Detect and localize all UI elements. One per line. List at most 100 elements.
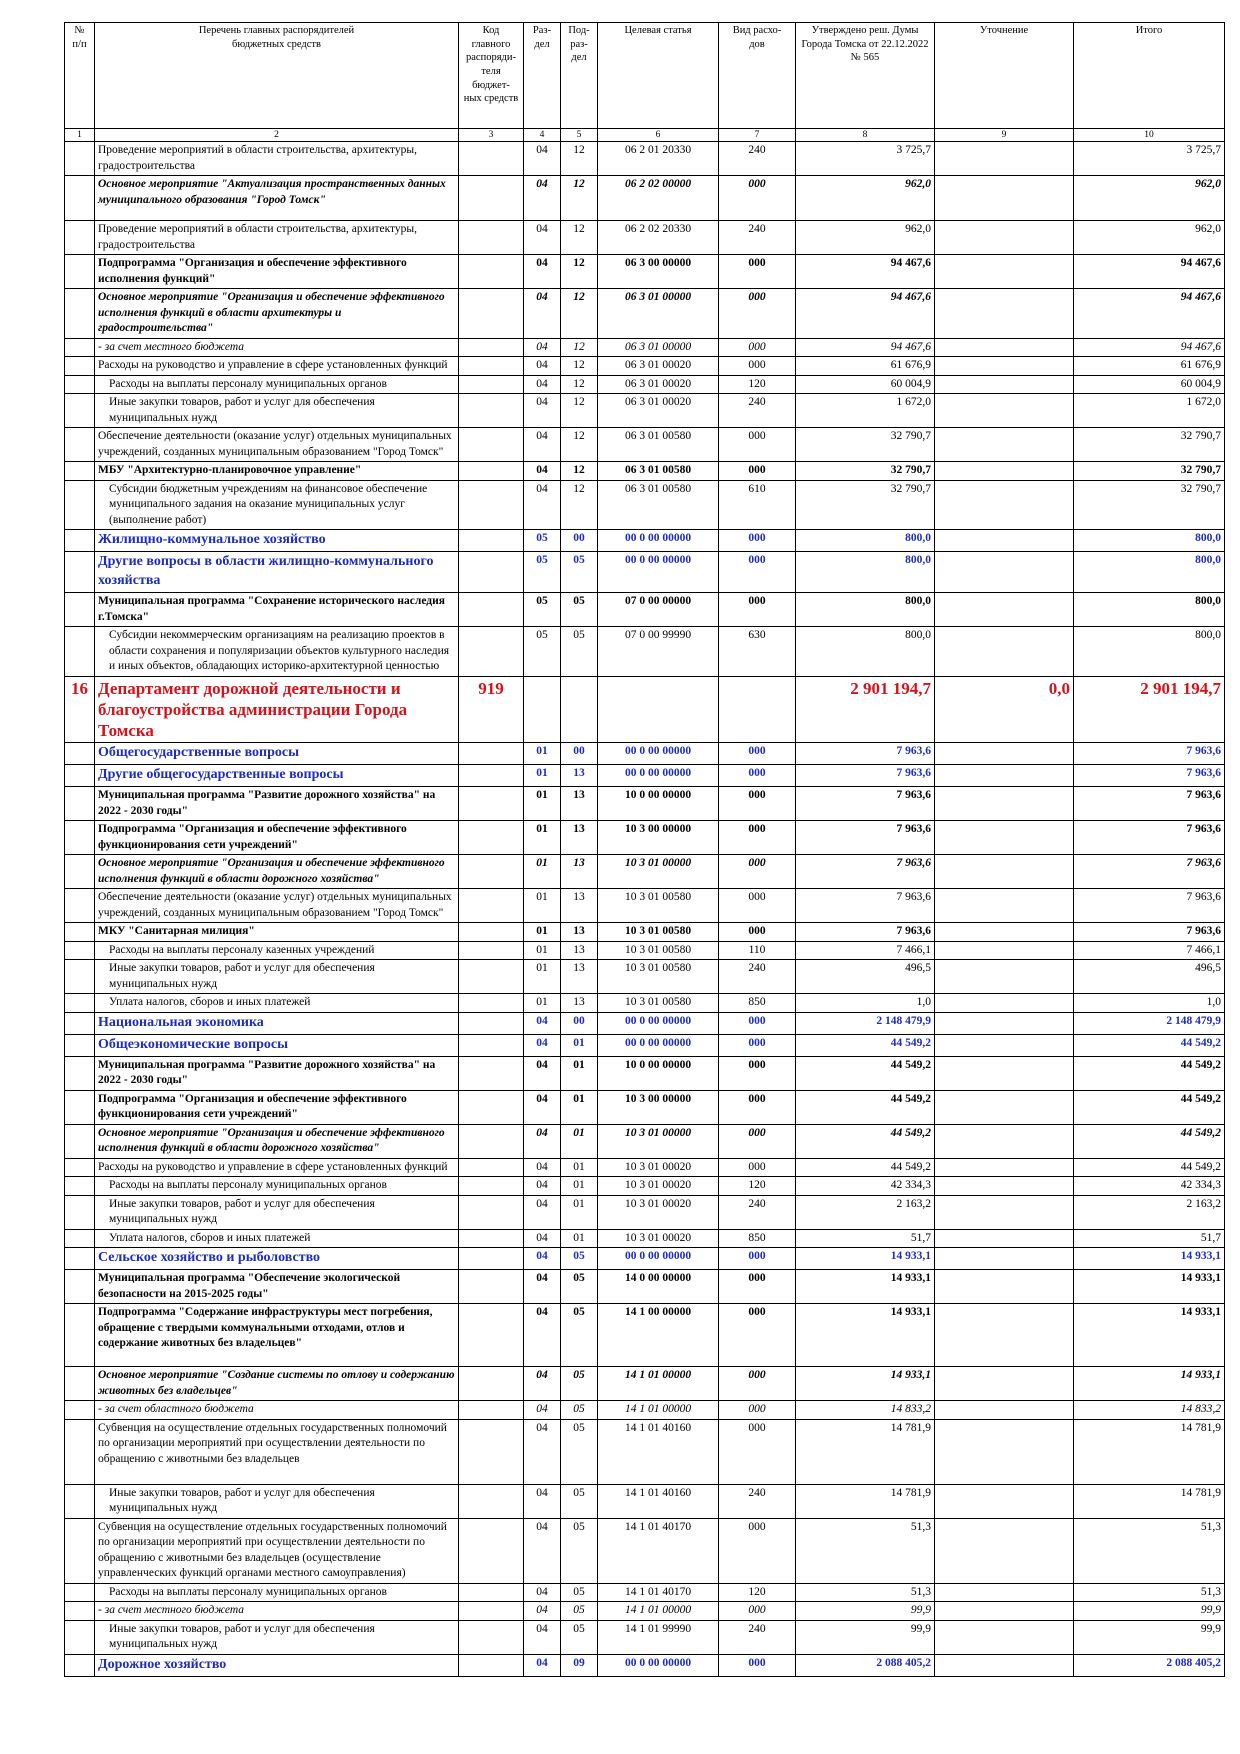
razdel-cell: 04 [523,254,561,290]
header-clarification: Уточнение [934,22,1074,129]
expense-type-cell: 000 [718,1157,796,1178]
table-row: Основное мероприятие "Организация и обес… [64,288,1225,339]
table-row: Муниципальная программа "Развитие дорожн… [64,1055,1225,1091]
row-name: Уплата налогов, сборов и иных платежей [94,993,459,1013]
target-article-cell: 00 0 00 00000 [597,764,719,788]
row-name: Основное мероприятие "Создание системы п… [94,1366,459,1402]
main-manager-code: 919 [458,675,524,744]
podrazdel-cell: 01 [560,1176,598,1196]
approved-amount: 7 466,1 [795,940,935,961]
table-row: Сельское хозяйство и рыболовство 04 05 00 0… [64,1247,1225,1271]
table-row: Субвенция на осуществление отдельных гос… [64,1418,1225,1485]
podrazdel-cell: 12 [560,356,598,376]
table-row: Иные закупки товаров, работ и услуг для … [64,393,1225,429]
clarification-amount [934,140,1074,177]
row-number [64,1033,95,1057]
podrazdel-cell: 12 [560,374,598,395]
target-article-cell: 10 3 01 00020 [597,1228,719,1249]
row-number [64,1055,95,1091]
razdel-cell: 01 [523,993,561,1013]
expense-type-cell: 000 [718,1400,796,1420]
podrazdel-cell: 05 [560,591,598,628]
row-name: Дорожное хозяйство [94,1653,459,1677]
table-row: Расходы на выплаты персоналу муниципальн… [64,1582,1225,1603]
approved-amount: 7 963,6 [795,888,935,924]
expense-type-cell: 630 [718,626,796,677]
main-manager-code [458,356,524,376]
razdel-cell: 04 [523,1269,561,1305]
approved-amount: 7 963,6 [795,922,935,942]
total-amount: 94 467,6 [1073,288,1225,339]
table-row: МКУ "Санитарная милиция" 01 13 10 3 01 0058… [64,922,1225,942]
main-manager-code [458,1157,524,1178]
target-article-cell: 14 1 01 00000 [597,1400,719,1420]
expense-type-cell: 000 [718,1033,796,1057]
target-article-cell: 00 0 00 00000 [597,1247,719,1271]
expense-type-cell: 000 [718,1055,796,1091]
podrazdel-cell: 13 [560,764,598,788]
row-number [64,1176,95,1196]
table-row: 16 Департамент дорожной деятельности и бл… [64,675,1225,744]
row-number [64,1303,95,1368]
target-article-cell: 10 3 00 00000 [597,1089,719,1125]
header-vid: Вид расхо- дов [718,22,796,129]
row-name: - за счет местного бюджета [94,337,459,358]
target-article-cell: 00 0 00 00000 [597,1033,719,1057]
podrazdel-cell: 05 [560,551,598,593]
row-name: Жилищно-коммунальное хозяйство [94,529,459,553]
razdel-cell: 04 [523,461,561,481]
expense-type-cell: 000 [718,591,796,628]
row-number [64,288,95,339]
total-amount: 44 549,2 [1073,1157,1225,1178]
razdel-cell: 01 [523,786,561,822]
column-number: 4 [523,128,561,142]
razdel-cell: 04 [523,140,561,177]
total-amount: 7 963,6 [1073,742,1225,766]
total-amount: 7 963,6 [1073,764,1225,788]
row-name: - за счет местного бюджета [94,1601,459,1621]
header-code: Код главного распоряди- теля бюджет- ных… [458,22,524,129]
clarification-amount [934,786,1074,822]
table-row: - за счет областного бюджета 04 05 14 1 01 … [64,1400,1225,1420]
row-number [64,1366,95,1402]
row-name: Уплата налогов, сборов и иных платежей [94,1228,459,1249]
row-name: Субвенция на осуществление отдельных гос… [94,1418,459,1485]
podrazdel-cell: 12 [560,220,598,256]
podrazdel-cell: 01 [560,1194,598,1230]
main-manager-code [458,820,524,856]
header-razdel: Раз- дел [523,22,561,129]
table-row: Расходы на руководство и управление в сф… [64,356,1225,376]
row-number [64,1157,95,1178]
total-amount: 2 148 479,9 [1073,1011,1225,1035]
main-manager-code [458,337,524,358]
target-article-cell [597,675,719,744]
row-name: Муниципальная программа "Развитие дорожн… [94,1055,459,1091]
table-body: Проведение мероприятий в области строите… [64,140,1225,1677]
podrazdel-cell: 12 [560,175,598,222]
podrazdel-cell: 05 [560,626,598,677]
row-number [64,786,95,822]
approved-amount: 94 467,6 [795,288,935,339]
row-number [64,1619,95,1655]
row-number [64,1601,95,1621]
main-manager-code [458,140,524,177]
clarification-amount [934,1418,1074,1485]
main-manager-code [458,1582,524,1603]
total-amount: 962,0 [1073,175,1225,222]
podrazdel-cell: 13 [560,993,598,1013]
approved-amount: 32 790,7 [795,461,935,481]
podrazdel-cell: 13 [560,854,598,890]
main-manager-code [458,786,524,822]
razdel-cell: 04 [523,1033,561,1057]
table-row: Субсидии некоммерческим организациям на … [64,626,1225,677]
razdel-cell: 01 [523,922,561,942]
row-name: Обеспечение деятельности (оказание услуг… [94,888,459,924]
podrazdel-cell: 13 [560,922,598,942]
column-number-row: 1 2 3 4 5 6 7 8 9 10 [64,128,1225,142]
row-name: Проведение мероприятий в области строите… [94,140,459,177]
podrazdel-cell: 09 [560,1653,598,1677]
approved-amount: 800,0 [795,591,935,628]
target-article-cell: 06 3 01 00580 [597,427,719,463]
row-name: МБУ "Архитектурно-планировочное управлен… [94,461,459,481]
razdel-cell: 04 [523,1176,561,1196]
